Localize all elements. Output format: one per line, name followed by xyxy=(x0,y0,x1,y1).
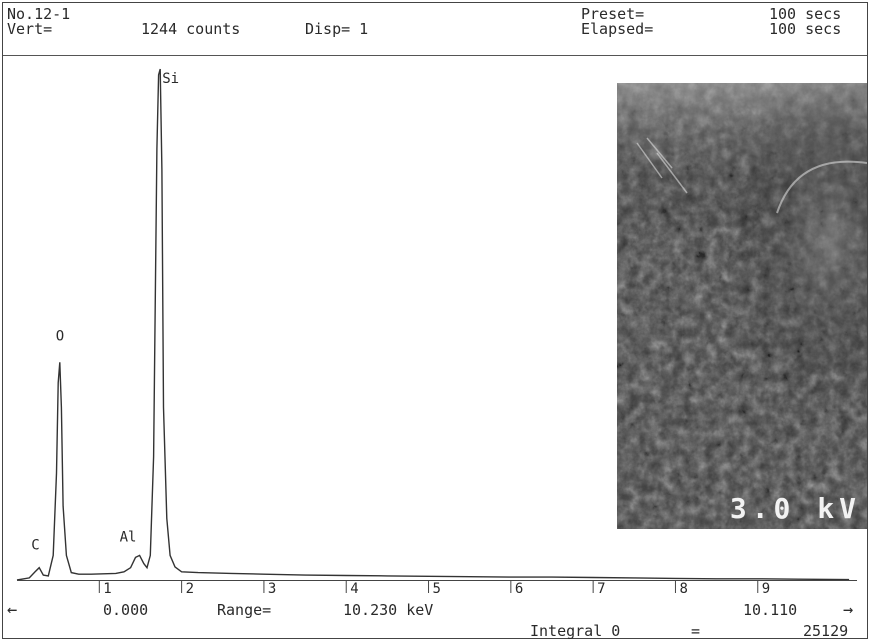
x-tick-label: 9 xyxy=(762,581,770,597)
x-tick-label: 1 xyxy=(103,581,111,597)
eds-spectrum-chart: 1 2 3 4 5 6 7 8 9 C O Al Si xyxy=(16,68,850,597)
elapsed-value: 100 secs xyxy=(769,20,842,38)
x-tick-label: 5 xyxy=(433,581,441,597)
vert-label: Vert= xyxy=(7,20,53,38)
elapsed-label: Elapsed= xyxy=(581,20,654,38)
sem-texture xyxy=(617,83,867,529)
x-tick-label: 7 xyxy=(597,581,605,597)
peak-label-al: Al xyxy=(120,529,137,545)
range-end-value: 10.110 xyxy=(743,601,798,619)
x-tick-label: 4 xyxy=(350,581,358,597)
integral-value: 25129 xyxy=(803,622,849,640)
range-label: Range= xyxy=(217,601,272,619)
scroll-right-arrow[interactable]: → xyxy=(843,600,854,620)
header-divider xyxy=(3,55,867,56)
disp-value: Disp= 1 xyxy=(305,20,369,38)
x-tick-label: 3 xyxy=(268,581,276,597)
x-tick-label: 2 xyxy=(186,581,194,597)
preset-value: 100 secs xyxy=(769,5,842,23)
sem-micrograph: 3.0 kV xyxy=(617,83,867,529)
vert-value: 1244 counts xyxy=(141,20,241,38)
peak-label-o: O xyxy=(56,328,64,344)
range-start-value: 0.000 xyxy=(103,601,149,619)
sample-id: No.12-1 xyxy=(7,5,71,23)
peak-label-c: C xyxy=(31,538,39,554)
accelerating-voltage-label: 3.0 kV xyxy=(729,492,861,525)
range-value: 10.230 keV xyxy=(343,601,434,619)
x-tick-label: 6 xyxy=(515,581,523,597)
integral-equals: = xyxy=(691,622,701,640)
scroll-left-arrow[interactable]: ← xyxy=(7,600,18,620)
energy-axis xyxy=(17,580,857,581)
spectrum-series-line xyxy=(16,68,850,581)
integral-label: Integral 0 xyxy=(530,622,621,640)
peak-label-si: Si xyxy=(162,71,179,87)
x-tick-label: 8 xyxy=(679,581,687,597)
preset-label: Preset= xyxy=(581,5,645,23)
